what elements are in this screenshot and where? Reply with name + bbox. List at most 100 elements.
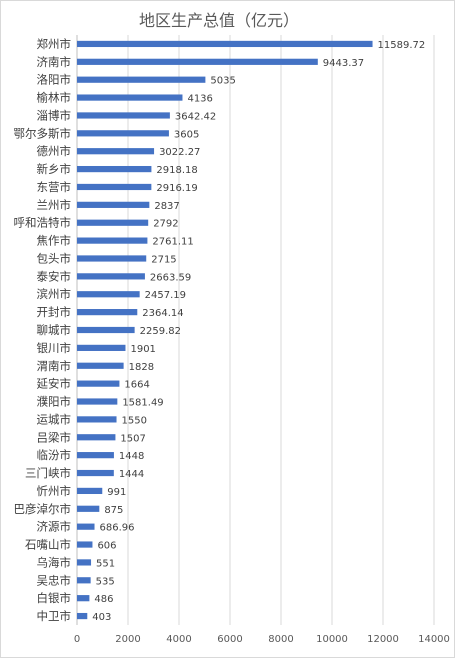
data-label: 1507	[120, 433, 145, 444]
bar	[77, 309, 138, 316]
data-label: 486	[94, 594, 113, 605]
data-label: 2364.14	[142, 308, 183, 319]
x-tick-label: 14000	[418, 634, 450, 645]
data-label: 403	[92, 612, 111, 623]
data-label: 875	[104, 505, 123, 516]
x-tick-label: 2000	[115, 634, 140, 645]
data-label: 4136	[187, 94, 212, 105]
bar	[77, 148, 155, 155]
x-tick-label: 8000	[268, 634, 293, 645]
data-label: 9443.37	[323, 58, 364, 69]
category-label: 临汾市	[37, 448, 72, 462]
bar	[77, 577, 91, 584]
data-label: 1901	[130, 344, 155, 355]
bar	[77, 344, 126, 351]
data-label: 2663.59	[150, 272, 191, 283]
bar	[77, 595, 90, 602]
category-label: 巴彦淖尔市	[14, 502, 72, 516]
category-label: 郑州市	[37, 37, 72, 51]
data-label: 3022.27	[159, 147, 200, 158]
x-tick-label: 4000	[166, 634, 191, 645]
category-label: 德州市	[37, 144, 72, 158]
data-label: 1828	[129, 362, 154, 373]
x-tick-label: 6000	[217, 634, 242, 645]
category-label: 白银市	[37, 591, 72, 605]
category-label: 银川市	[37, 341, 72, 355]
category-label: 鄂尔多斯市	[14, 126, 72, 140]
data-label: 606	[97, 541, 116, 552]
bar	[77, 523, 95, 530]
bar	[77, 94, 183, 101]
bar	[77, 165, 152, 173]
data-label: 2715	[151, 254, 176, 265]
data-label: 991	[107, 487, 126, 498]
x-tick-label: 0	[74, 634, 80, 645]
category-labels: 郑州市济南市洛阳市榆林市淄博市鄂尔多斯市德州市新乡市东营市兰州市呼和浩特市焦作市…	[14, 37, 72, 623]
category-label: 淄博市	[37, 108, 72, 122]
category-label: 吕梁市	[37, 430, 72, 444]
category-label: 新乡市	[37, 162, 72, 176]
category-label: 济源市	[37, 520, 72, 534]
x-axis-ticks: 0 2000 4000 6000 8000 10000 12000 14000	[74, 634, 450, 645]
category-label: 吴忠市	[37, 573, 72, 587]
category-label: 延安市	[37, 377, 72, 391]
data-label: 2918.18	[156, 165, 197, 176]
bar	[77, 326, 135, 334]
category-label: 兰州市	[37, 198, 72, 212]
bar	[77, 559, 92, 566]
bar	[77, 237, 148, 244]
category-label: 东营市	[37, 180, 72, 194]
bar	[77, 183, 152, 191]
data-label: 551	[96, 558, 115, 569]
category-label: 濮阳市	[37, 395, 72, 409]
data-label: 2259.82	[140, 326, 181, 337]
data-label: 2837	[154, 201, 179, 212]
bar	[77, 541, 93, 548]
bar	[77, 505, 100, 512]
bar	[77, 612, 88, 620]
data-label: 535	[96, 576, 115, 587]
category-label: 乌海市	[37, 555, 72, 569]
bar	[77, 416, 117, 423]
data-label: 2792	[153, 219, 178, 230]
data-label: 2761.11	[152, 237, 193, 248]
bar	[77, 380, 120, 387]
category-label: 焦作市	[37, 234, 72, 248]
bar	[77, 255, 147, 262]
category-label: 石嘴山市	[25, 538, 71, 552]
category-label: 济南市	[37, 55, 72, 69]
category-label: 滨州市	[37, 287, 72, 301]
bars	[77, 40, 373, 620]
value-labels: 11589.72 9443.37 5035 4136 3642.42 3605 3022.2…	[92, 40, 425, 623]
category-label: 洛阳市	[37, 73, 72, 87]
data-label: 2916.19	[156, 183, 197, 194]
data-label: 1581.49	[122, 398, 163, 409]
data-label: 5035	[210, 76, 235, 87]
category-label: 聊城市	[37, 323, 72, 337]
category-label: 呼和浩特市	[14, 216, 72, 230]
category-label: 三门峡市	[25, 466, 71, 480]
bar	[77, 58, 318, 65]
bar	[77, 452, 114, 459]
bar	[77, 40, 373, 48]
category-label: 运城市	[37, 412, 72, 426]
category-label: 开封市	[37, 305, 72, 319]
bar	[77, 219, 149, 226]
bar	[77, 362, 124, 369]
data-label: 11589.72	[378, 40, 426, 51]
bar	[77, 487, 103, 495]
data-label: 686.96	[100, 523, 135, 534]
bar	[77, 112, 170, 119]
x-tick-label: 10000	[316, 634, 348, 645]
chart-title: 地区生产总值（亿元）	[139, 11, 299, 30]
data-label: 3642.42	[175, 111, 216, 122]
data-label: 1448	[119, 451, 144, 462]
data-label: 1444	[119, 469, 144, 480]
category-label: 忻州市	[37, 484, 72, 498]
category-label: 中卫市	[37, 609, 72, 623]
data-label: 1664	[124, 380, 149, 391]
bar	[77, 201, 150, 208]
data-label: 1550	[122, 415, 147, 426]
